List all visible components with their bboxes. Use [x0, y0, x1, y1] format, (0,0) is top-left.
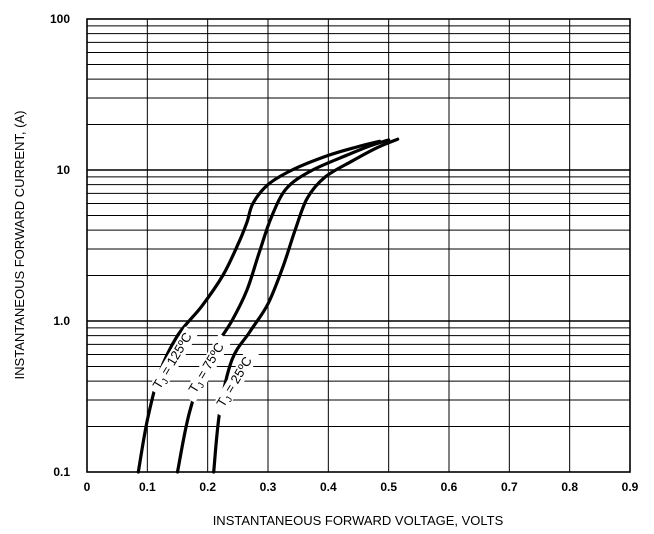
curve-label-text: TJ = 25ºC — [213, 354, 256, 411]
x-tick-label: 0.4 — [320, 480, 337, 494]
curve-125c — [136, 139, 382, 474]
x-tick-label: 0.3 — [260, 480, 277, 494]
label-background — [182, 333, 232, 403]
label-subscript: J — [160, 377, 171, 386]
x-tick-label: 0.6 — [441, 480, 458, 494]
label-background — [148, 326, 198, 396]
x-tick-label: 0.9 — [622, 480, 639, 494]
x-tick-label: 0.1 — [139, 480, 156, 494]
label-background — [210, 347, 260, 417]
tick-labels: 0 0.1 0.2 0.3 0.4 0.5 0.6 0.7 0.8 0.9 0.1 1.0 10 100 — [50, 12, 639, 494]
y-axis-title: INSTANTANEOUS FORWARD CURRENT, (A) — [12, 111, 27, 380]
y-tick-label: 0.1 — [53, 465, 70, 479]
y-tick-label: 10 — [57, 163, 71, 177]
curve-25c — [212, 137, 400, 474]
x-tick-label: 0.5 — [380, 480, 397, 494]
y-tick-label: 100 — [50, 12, 70, 26]
x-tick-label: 0.7 — [501, 480, 518, 494]
label-subscript: J — [195, 381, 206, 390]
label-subscript: J — [223, 395, 234, 404]
x-tick-label: 0 — [84, 480, 91, 494]
x-axis-title: INSTANTANEOUS FORWARD VOLTAGE, VOLTS — [213, 513, 504, 528]
x-tick-label: 0.2 — [199, 480, 216, 494]
plot-frame — [86, 18, 631, 473]
x-tick-label: 0.8 — [561, 480, 578, 494]
y-tick-label: 1.0 — [53, 314, 70, 328]
curve-75c — [175, 138, 391, 474]
grid — [87, 19, 630, 472]
